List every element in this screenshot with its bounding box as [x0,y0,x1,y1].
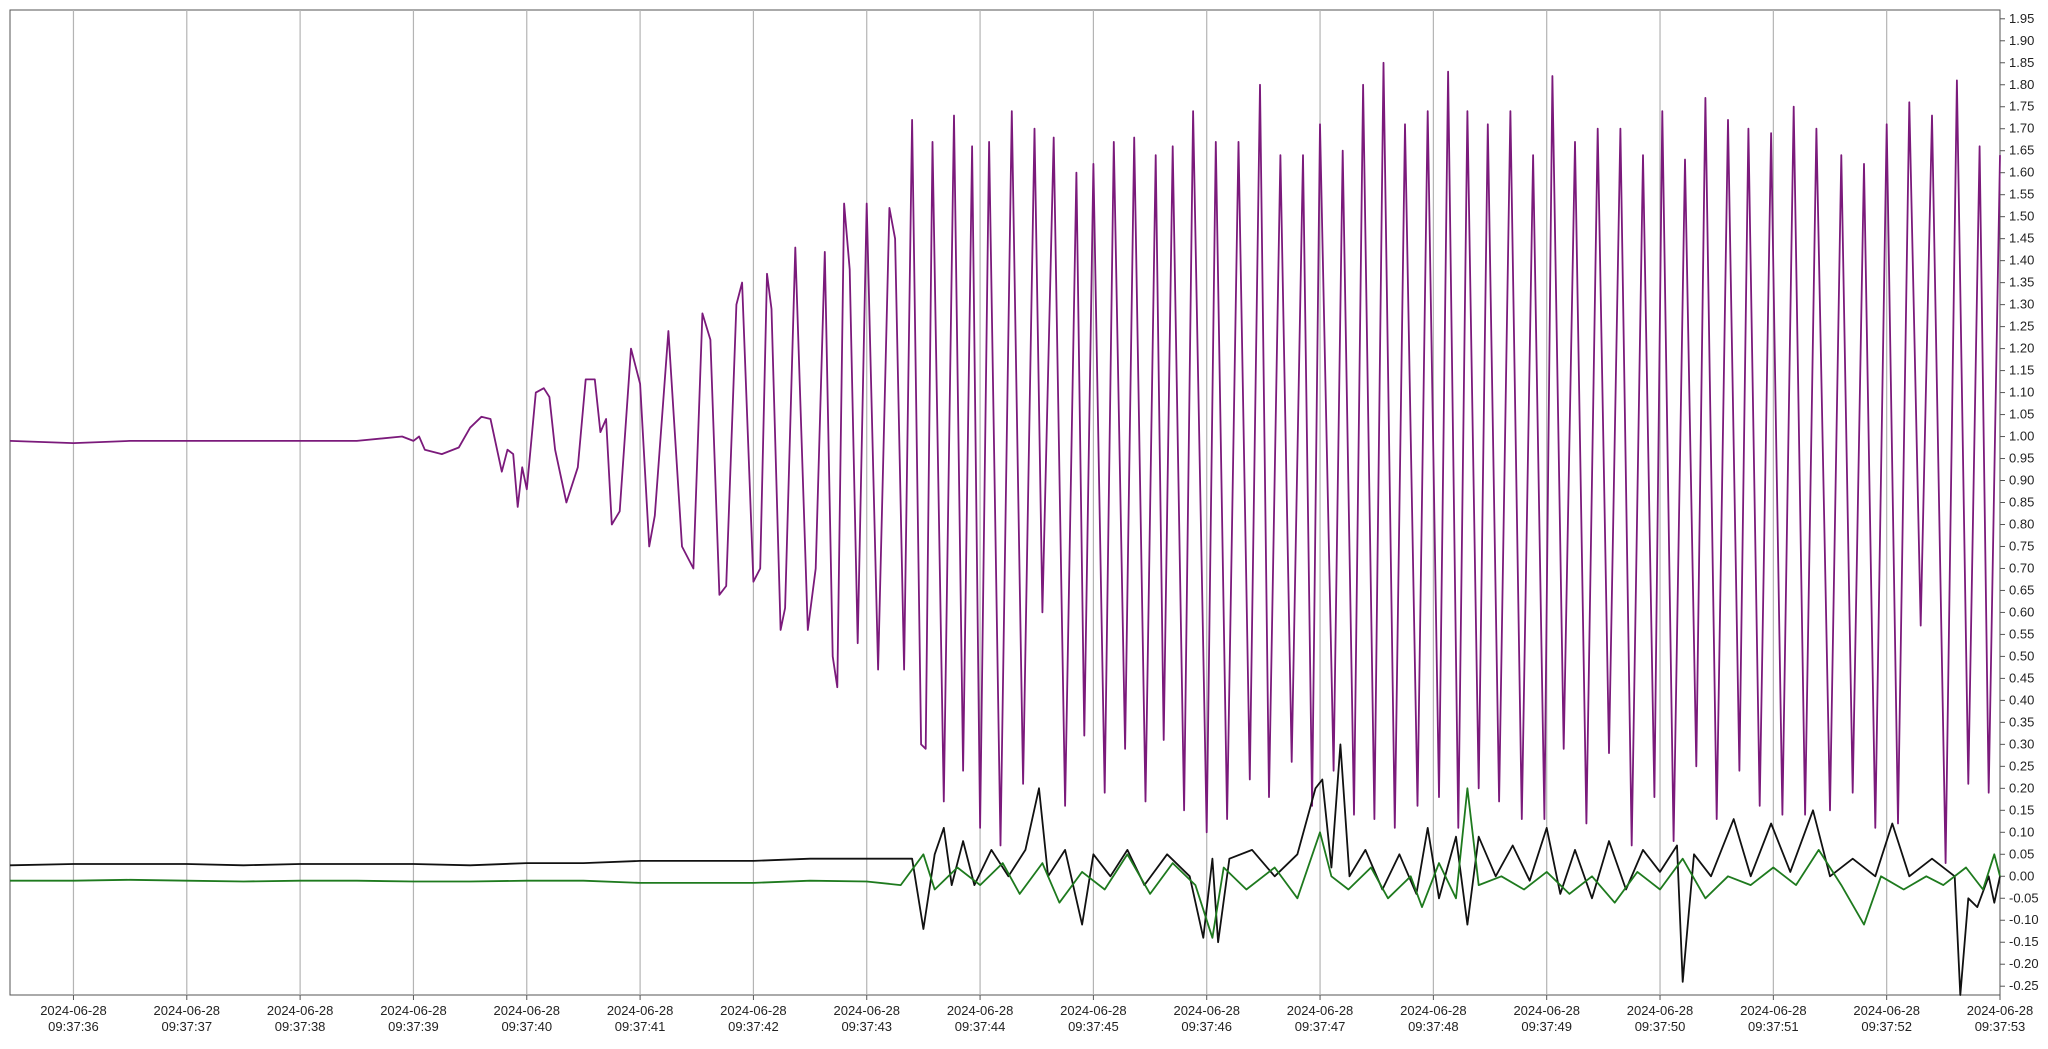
y-tick-label: 0.50 [2009,648,2034,663]
y-tick-label: 0.85 [2009,495,2034,510]
y-tick-label: 1.35 [2009,275,2034,290]
y-tick-label: 1.40 [2009,253,2034,268]
y-tick-label: 0.20 [2009,780,2034,795]
x-tick-label-time: 09:37:42 [728,1019,779,1034]
y-tick-label: 1.45 [2009,231,2034,246]
y-tick-label: 0.25 [2009,758,2034,773]
y-tick-label: 0.15 [2009,802,2034,817]
x-tick-label-time: 09:37:50 [1635,1019,1686,1034]
x-tick-label-date: 2024-06-28 [154,1003,221,1018]
y-tick-label: 1.80 [2009,77,2034,92]
y-tick-label: 0.90 [2009,473,2034,488]
x-tick-label-time: 09:37:41 [615,1019,666,1034]
y-tick-label: 1.75 [2009,99,2034,114]
y-tick-label: 1.60 [2009,165,2034,180]
y-tick-label: 1.95 [2009,11,2034,26]
x-axis: 2024-06-2809:37:362024-06-2809:37:372024… [40,995,2033,1034]
x-tick-label-date: 2024-06-28 [267,1003,334,1018]
y-tick-label: 1.90 [2009,33,2034,48]
x-tick-label-date: 2024-06-28 [1853,1003,1920,1018]
x-tick-label-date: 2024-06-28 [1513,1003,1580,1018]
y-tick-label: -0.10 [2009,912,2039,927]
x-tick-label-time: 09:37:47 [1295,1019,1346,1034]
x-tick-label-time: 09:37:45 [1068,1019,1119,1034]
x-tick-label-time: 09:37:51 [1748,1019,1799,1034]
series-layer [9,61,2001,996]
y-tick-label: 0.00 [2009,868,2034,883]
x-tick-label-time: 09:37:53 [1975,1019,2026,1034]
y-tick-label: 0.65 [2009,582,2034,597]
x-tick-label-date: 2024-06-28 [494,1003,561,1018]
x-tick-label-time: 09:37:37 [161,1019,212,1034]
x-tick-label-date: 2024-06-28 [40,1003,107,1018]
x-tick-label-time: 09:37:49 [1521,1019,1572,1034]
x-tick-label-time: 09:37:39 [388,1019,439,1034]
x-tick-label-time: 09:37:38 [275,1019,326,1034]
x-tick-label-date: 2024-06-28 [1173,1003,1240,1018]
y-tick-label: 0.35 [2009,714,2034,729]
x-tick-label-date: 2024-06-28 [1060,1003,1127,1018]
x-tick-label-time: 09:37:48 [1408,1019,1459,1034]
y-tick-label: 0.95 [2009,451,2034,466]
series-line-1 [9,61,2001,864]
y-tick-label: 1.05 [2009,407,2034,422]
x-tick-label-time: 09:37:36 [48,1019,99,1034]
series-line-2 [9,743,2001,996]
y-tick-label: 0.80 [2009,516,2034,531]
y-tick-label: -0.05 [2009,890,2039,905]
y-tick-label: 0.70 [2009,560,2034,575]
y-tick-label: 1.85 [2009,55,2034,70]
x-tick-label-time: 09:37:46 [1181,1019,1232,1034]
x-tick-label-date: 2024-06-28 [720,1003,787,1018]
y-tick-label: 1.15 [2009,363,2034,378]
y-tick-label: 0.60 [2009,604,2034,619]
x-tick-label-date: 2024-06-28 [1400,1003,1467,1018]
y-tick-label: -0.20 [2009,956,2039,971]
y-tick-label: 1.70 [2009,121,2034,136]
x-tick-label-date: 2024-06-28 [1287,1003,1354,1018]
y-tick-label: 0.45 [2009,670,2034,685]
x-tick-label-time: 09:37:40 [501,1019,552,1034]
y-tick-label: -0.25 [2009,978,2039,993]
x-tick-label-date: 2024-06-28 [607,1003,674,1018]
y-tick-label: 1.10 [2009,385,2034,400]
y-axis: 1.95 1.90 1.85 1.80 1.75 1.70 1.65 1.60 1.55 1.50… [2000,11,2039,993]
y-tick-label: 1.50 [2009,209,2034,224]
y-tick-label: 1.30 [2009,297,2034,312]
y-tick-label: 1.20 [2009,341,2034,356]
x-tick-label-time: 09:37:52 [1861,1019,1912,1034]
x-tick-label-date: 2024-06-28 [947,1003,1014,1018]
x-tick-label-date: 2024-06-28 [1740,1003,1807,1018]
y-tick-label: 0.30 [2009,736,2034,751]
y-tick-label: 0.05 [2009,846,2034,861]
y-tick-label: 1.25 [2009,319,2034,334]
y-tick-label: 1.55 [2009,187,2034,202]
y-tick-label: 0.40 [2009,692,2034,707]
x-tick-label-date: 2024-06-28 [1967,1003,2034,1018]
x-tick-label-date: 2024-06-28 [1627,1003,1694,1018]
y-tick-label: 0.75 [2009,538,2034,553]
y-tick-label: 0.10 [2009,824,2034,839]
y-tick-label: 1.65 [2009,143,2034,158]
y-tick-label: 0.55 [2009,626,2034,641]
x-tick-label-time: 09:37:44 [955,1019,1006,1034]
x-tick-label-date: 2024-06-28 [833,1003,900,1018]
x-tick-label-time: 09:37:43 [841,1019,892,1034]
series-line-3 [10,787,2001,939]
x-tick-label-date: 2024-06-28 [380,1003,447,1018]
y-tick-label: 1.00 [2009,429,2034,444]
y-tick-label: -0.15 [2009,934,2039,949]
